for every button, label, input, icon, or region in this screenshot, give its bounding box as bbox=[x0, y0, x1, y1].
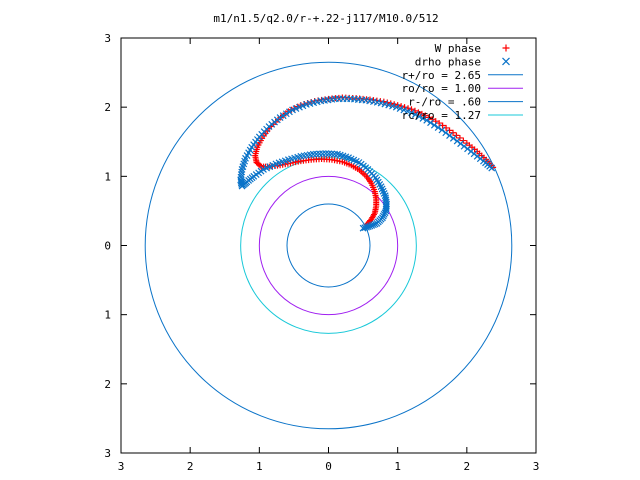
reference-circles bbox=[144, 61, 513, 430]
series-1-point-157 bbox=[442, 129, 450, 137]
chart-title: m1/n1.5/q2.0/r-+.22-j117/M10.0/512 bbox=[213, 12, 438, 25]
series-1-point-112 bbox=[276, 114, 284, 121]
series-1-point-144 bbox=[392, 103, 400, 111]
series-1-point-148 bbox=[408, 109, 415, 117]
series-1-point-114 bbox=[282, 110, 290, 118]
xtick-label-5: 2 bbox=[464, 460, 471, 473]
series-1-point-158 bbox=[446, 132, 453, 139]
xtick-label-4: 1 bbox=[394, 460, 401, 473]
series-1-point-149 bbox=[411, 111, 419, 119]
series-0-point-148 bbox=[450, 129, 456, 136]
series-1-point-13 bbox=[379, 212, 387, 220]
series-1-point-172 bbox=[488, 164, 496, 172]
ytick-label-0: 3 bbox=[104, 32, 111, 45]
series-1-point-113 bbox=[279, 112, 287, 120]
legend-label-0: W phase bbox=[435, 42, 481, 55]
series-1-point-50 bbox=[328, 150, 336, 158]
series-1-point-14 bbox=[380, 210, 388, 218]
circle-2 bbox=[286, 203, 371, 288]
series-0-point-149 bbox=[453, 132, 460, 139]
ytick-label-6: 3 bbox=[104, 447, 111, 460]
circle-0 bbox=[144, 61, 513, 430]
series-1-point-12 bbox=[379, 214, 386, 222]
series-1-point-49 bbox=[331, 150, 338, 158]
series-1-point-145 bbox=[396, 105, 404, 112]
series-1-point-147 bbox=[404, 107, 412, 115]
series-1-point-7 bbox=[371, 220, 379, 228]
series-1-point-155 bbox=[434, 124, 442, 131]
data-series bbox=[237, 94, 497, 232]
series-1-point-48 bbox=[334, 150, 341, 158]
legend-label-5: rc/ro = 1.27 bbox=[402, 109, 481, 122]
legend-label-2: r+/ro = 2.65 bbox=[402, 69, 481, 82]
ytick-label-2: 1 bbox=[104, 170, 111, 183]
circle-3 bbox=[240, 157, 417, 334]
series-1-point-154 bbox=[430, 121, 438, 129]
xtick-label-3: 0 bbox=[325, 460, 332, 473]
series-1-point-51 bbox=[325, 150, 333, 158]
series-1-point-115 bbox=[285, 108, 293, 116]
series-1-point-152 bbox=[423, 116, 431, 124]
series-1-point-151 bbox=[419, 114, 427, 122]
xtick-label-6: 3 bbox=[533, 460, 540, 473]
legend-label-4: r-/ro = .60 bbox=[408, 96, 481, 109]
legend-label-1: drho phase bbox=[415, 55, 481, 68]
series-1-point-146 bbox=[400, 106, 408, 114]
series-1-point-91 bbox=[238, 168, 246, 176]
xtick-label-1: 2 bbox=[187, 460, 194, 473]
xtick-label-2: 1 bbox=[256, 460, 263, 473]
ytick-label-4: 1 bbox=[104, 309, 111, 322]
series-0-point-138 bbox=[415, 109, 422, 116]
legend-marker-1 bbox=[502, 57, 510, 66]
circle-1 bbox=[258, 175, 399, 316]
series-1-point-159 bbox=[449, 134, 457, 142]
series-1-point-23 bbox=[382, 194, 389, 202]
ytick-label-1: 2 bbox=[104, 101, 111, 114]
series-1-point-153 bbox=[427, 119, 434, 127]
series-1-point-162 bbox=[460, 142, 468, 150]
legend-marker-0 bbox=[502, 44, 510, 52]
series-1-point-160 bbox=[453, 137, 461, 145]
series-1-point-150 bbox=[415, 113, 423, 120]
series-0-point-141 bbox=[425, 114, 432, 121]
series-1-point-161 bbox=[457, 140, 465, 148]
series-1-point-156 bbox=[438, 126, 446, 134]
series-1 bbox=[237, 95, 496, 232]
ytick-label-5: 2 bbox=[104, 378, 111, 391]
legend-label-3: ro/ro = 1.00 bbox=[402, 82, 481, 95]
ytick-label-3: 0 bbox=[104, 240, 111, 253]
series-1-point-163 bbox=[464, 145, 471, 153]
xtick-label-0: 3 bbox=[118, 460, 125, 473]
